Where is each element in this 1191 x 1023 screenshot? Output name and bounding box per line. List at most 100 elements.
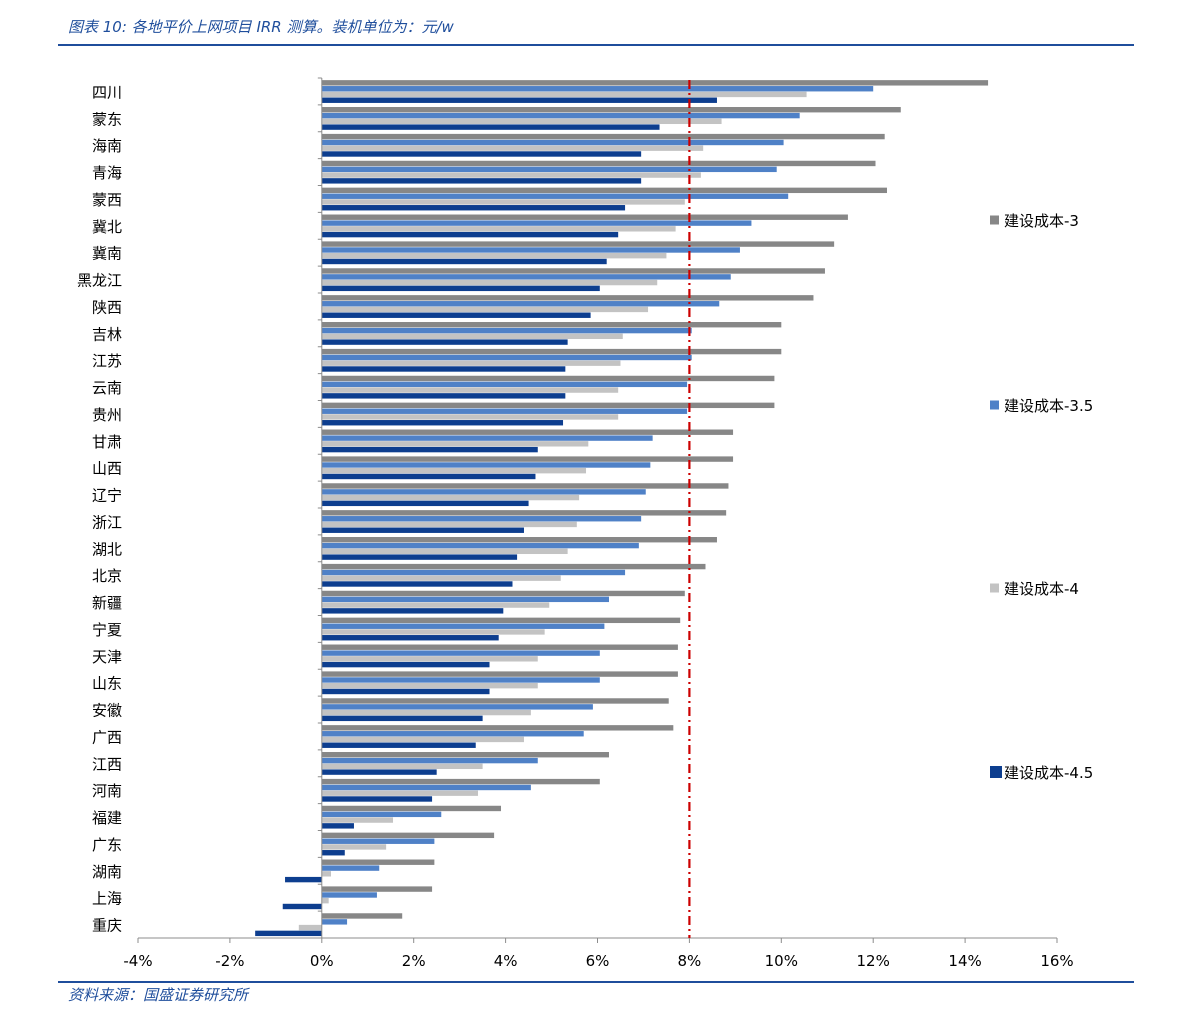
x-tick-label: 0%	[310, 952, 334, 970]
category-label: 天津	[92, 648, 122, 666]
legend-swatch	[990, 583, 999, 593]
bar	[321, 151, 642, 157]
x-tick-label: 16%	[1040, 952, 1073, 970]
bar	[321, 435, 653, 441]
bar	[321, 339, 568, 345]
bar	[321, 886, 433, 892]
bar	[321, 133, 885, 140]
bar	[321, 832, 495, 839]
category-label: 辽宁	[92, 487, 122, 505]
bar	[321, 823, 354, 829]
category-label: 江西	[92, 755, 122, 773]
bar	[321, 682, 538, 689]
legend-label: 建设成本-3	[1004, 212, 1079, 230]
bar	[321, 193, 789, 199]
category-label: 湖南	[92, 863, 122, 881]
x-tick-label: 8%	[678, 952, 702, 970]
category-label: 广西	[92, 728, 122, 746]
category-label: 北京	[92, 567, 122, 585]
bar	[321, 322, 782, 328]
bar	[321, 360, 621, 366]
bar	[321, 473, 536, 480]
bar	[321, 112, 800, 119]
bar	[321, 850, 345, 856]
bar	[321, 118, 722, 125]
category-label: 蒙西	[92, 191, 122, 209]
bar	[321, 312, 591, 318]
bar	[321, 817, 394, 823]
category-label: 海南	[92, 137, 122, 155]
top-rule	[58, 44, 1134, 46]
bar	[321, 295, 814, 301]
category-label: 安徽	[92, 702, 122, 720]
bar	[321, 205, 626, 211]
bar	[321, 865, 380, 871]
category-label: 重庆	[92, 917, 122, 935]
bar	[321, 563, 706, 570]
bar	[321, 871, 331, 877]
bar	[321, 548, 568, 555]
legend-swatch	[990, 215, 999, 225]
bar	[321, 187, 887, 194]
bar	[321, 752, 609, 758]
bar	[321, 731, 584, 737]
bar	[321, 274, 731, 280]
bar	[321, 268, 825, 274]
bar	[321, 467, 587, 474]
category-label: 山西	[92, 460, 122, 478]
bar	[321, 333, 623, 340]
bar	[321, 736, 524, 743]
x-tick-label: 14%	[948, 952, 981, 970]
bar	[321, 166, 777, 173]
bar	[321, 241, 835, 247]
bar	[321, 715, 483, 722]
bottom-rule	[58, 981, 1134, 983]
bar	[321, 913, 403, 919]
bar	[321, 231, 619, 238]
bar	[285, 876, 322, 883]
bar	[321, 348, 782, 355]
bar	[321, 629, 545, 635]
category-label: 山东	[92, 675, 122, 693]
bar	[321, 554, 518, 560]
bar	[321, 258, 607, 265]
category-label: 云南	[92, 379, 122, 397]
bar	[321, 688, 490, 695]
category-label: 四川	[92, 83, 122, 101]
bar	[321, 429, 734, 435]
legend-label: 建设成本-3.5	[1004, 397, 1093, 415]
bar	[321, 919, 348, 925]
bar	[282, 903, 322, 910]
bar	[321, 139, 784, 146]
bar	[321, 709, 531, 716]
bar	[321, 489, 646, 495]
x-tick-label: 4%	[494, 952, 518, 970]
category-label: 江苏	[92, 352, 122, 370]
bar	[321, 725, 674, 731]
bar	[321, 381, 688, 388]
category-label: 上海	[92, 890, 122, 908]
legend-label: 建设成本-4.5	[1004, 764, 1093, 782]
bar	[321, 542, 639, 549]
bar	[321, 596, 609, 603]
bar	[321, 790, 479, 796]
bar	[321, 650, 600, 656]
bar	[298, 924, 322, 931]
bar	[321, 145, 704, 151]
bar	[321, 91, 807, 98]
bar	[321, 220, 752, 226]
x-tick-label: 2%	[402, 952, 426, 970]
bar	[321, 623, 605, 629]
legend-label: 建设成本-4	[1004, 580, 1079, 598]
bar	[321, 527, 524, 533]
bar	[321, 97, 717, 103]
x-tick-label: -4%	[123, 952, 152, 970]
bar	[321, 387, 619, 393]
bar	[321, 677, 600, 683]
bar	[321, 537, 717, 543]
category-label: 甘肃	[92, 433, 122, 451]
bar	[321, 757, 538, 764]
bar	[321, 252, 667, 259]
legend-swatch	[990, 400, 999, 410]
bar	[321, 172, 701, 178]
